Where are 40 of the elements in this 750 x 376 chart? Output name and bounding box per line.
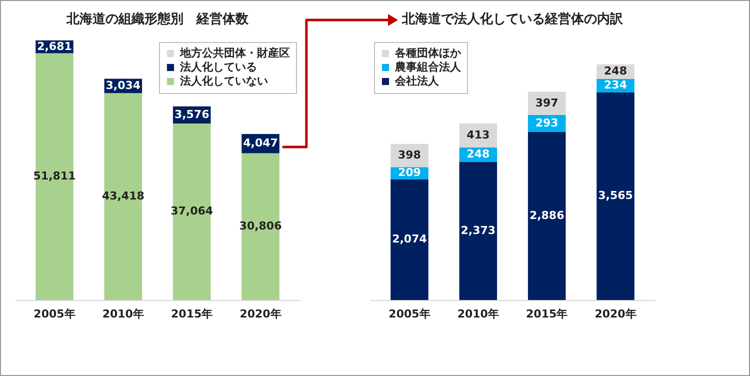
data-label: 3,576: [174, 108, 210, 121]
x-tick-label: 2020年: [240, 308, 282, 320]
data-label: 248: [466, 148, 490, 161]
data-label: 248: [604, 64, 627, 78]
x-tick-label: 2010年: [457, 308, 499, 320]
legend-label: 会社法人: [394, 74, 440, 88]
x-tick-label: 2010年: [102, 308, 144, 320]
bar: [242, 153, 280, 300]
data-label: 3,565: [598, 189, 633, 202]
data-label: 2,886: [529, 208, 565, 222]
data-label: 397: [535, 96, 558, 110]
data-label: 413: [466, 128, 490, 142]
bar: [459, 162, 498, 300]
bar: [528, 132, 566, 300]
data-label: 4,047: [243, 136, 278, 150]
chart-title: 北海道で法人化している経営体の内訳: [401, 11, 624, 27]
legend-label: 地方公共団体・財産区: [179, 46, 290, 60]
bar: [596, 92, 634, 300]
data-label: 2,074: [392, 232, 428, 246]
data-label: 2,373: [460, 224, 496, 237]
bar: [36, 53, 74, 300]
data-label: 234: [604, 78, 628, 92]
data-label: 398: [398, 148, 421, 162]
legend-label: 法人化していない: [179, 74, 268, 88]
chart-title: 北海道の組織形態別 経営体数: [66, 11, 250, 27]
data-label: 293: [535, 116, 558, 130]
x-tick-label: 2005年: [34, 308, 76, 320]
legend-label: 農事組合法人: [394, 60, 462, 74]
x-tick-label: 2005年: [388, 308, 430, 320]
bar: [390, 179, 428, 300]
data-label: 2,681: [37, 40, 72, 53]
legend-label: 各種団体ほか: [394, 46, 462, 60]
legend-label: 法人化している: [179, 60, 257, 74]
x-tick-label: 2020年: [594, 308, 636, 320]
data-label: 209: [398, 166, 421, 180]
data-label: 3,034: [106, 78, 141, 92]
x-tick-label: 2015年: [171, 308, 213, 320]
x-tick-label: 2015年: [526, 308, 568, 320]
bar: [104, 93, 142, 300]
bar: [172, 123, 211, 300]
